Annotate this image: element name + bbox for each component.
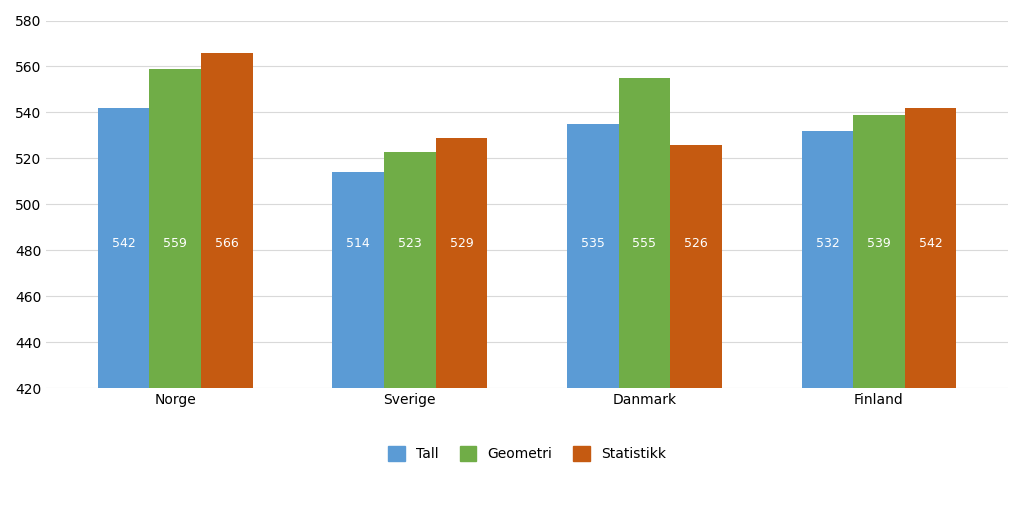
Bar (802, 131, 853, 389)
Bar (98, 108, 149, 389)
Bar (853, 115, 904, 389)
Text: 539: 539 (868, 237, 891, 250)
Bar (332, 172, 384, 389)
Legend: Tall, Geometri, Statistikk: Tall, Geometri, Statistikk (382, 439, 673, 468)
Text: 559: 559 (164, 237, 187, 250)
Bar (436, 138, 487, 389)
Bar (619, 78, 670, 389)
Text: 514: 514 (347, 237, 370, 250)
Bar (904, 108, 957, 389)
Bar (202, 53, 253, 389)
Text: 566: 566 (215, 237, 238, 250)
Text: 532: 532 (815, 237, 839, 250)
Bar (670, 145, 722, 389)
Text: 529: 529 (449, 237, 474, 250)
Bar (567, 124, 619, 389)
Text: 542: 542 (919, 237, 942, 250)
Text: 542: 542 (112, 237, 135, 250)
Text: 555: 555 (632, 237, 657, 250)
Bar (149, 69, 202, 389)
Text: 535: 535 (581, 237, 605, 250)
Bar (384, 152, 436, 389)
Text: 523: 523 (398, 237, 421, 250)
Text: 526: 526 (684, 237, 708, 250)
